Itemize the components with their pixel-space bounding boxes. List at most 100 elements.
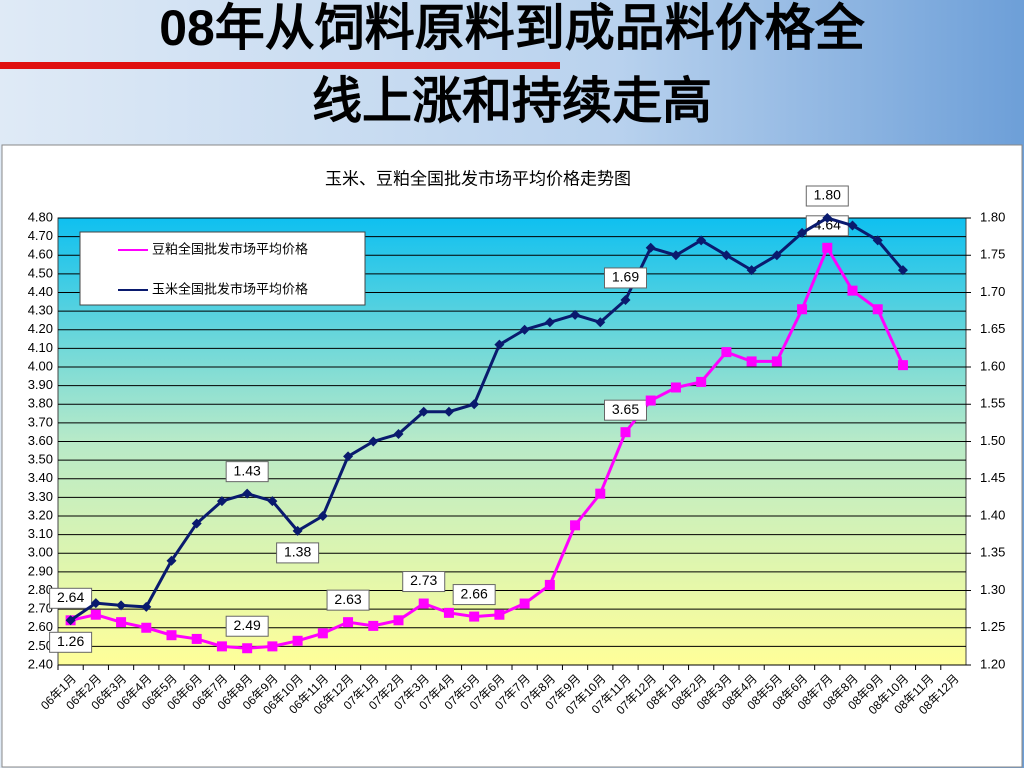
y-tick-label: 3.40 <box>28 470 53 485</box>
y-tick-label: 2.40 <box>28 656 53 671</box>
marker <box>897 265 908 276</box>
y-tick-label: 3.80 <box>28 396 53 411</box>
value-label-box <box>452 584 496 606</box>
y2-tick-label: 1.80 <box>980 209 1005 224</box>
value-label-box <box>402 571 446 593</box>
y-tick-label: 4.60 <box>28 247 53 262</box>
marker <box>242 643 253 654</box>
value-label-box <box>276 542 320 564</box>
marker <box>191 633 202 644</box>
legend-box <box>79 231 366 306</box>
marker <box>847 285 858 296</box>
y-tick-label: 4.80 <box>28 209 53 224</box>
marker <box>822 213 833 223</box>
value-label-box <box>225 461 269 483</box>
value-label-box <box>225 615 269 637</box>
marker <box>292 635 303 646</box>
y-tick-label: 3.70 <box>28 414 53 429</box>
marker <box>469 611 480 622</box>
y2-tick-label: 1.30 <box>980 582 1005 597</box>
marker <box>191 518 202 529</box>
marker <box>645 242 656 253</box>
legend-label: 玉米全国批发市场平均价格 <box>152 281 308 296</box>
y2-tick-label: 1.55 <box>980 396 1005 411</box>
marker <box>418 406 429 417</box>
marker <box>595 317 606 328</box>
slide-title: 线上涨和持续走高 <box>312 73 712 129</box>
value-label: 1.69 <box>612 269 639 285</box>
marker <box>494 609 505 620</box>
y-tick-label: 3.50 <box>28 452 53 467</box>
marker <box>570 309 581 320</box>
y2-tick-label: 1.20 <box>980 656 1005 671</box>
marker <box>771 250 782 261</box>
marker <box>721 250 732 261</box>
value-label-box <box>604 399 647 421</box>
marker <box>746 265 757 276</box>
y-tick-label: 4.40 <box>28 284 53 299</box>
value-label-box <box>805 185 849 207</box>
marker <box>216 641 227 652</box>
marker <box>418 598 429 609</box>
marker <box>267 496 278 507</box>
value-label: 1.43 <box>234 462 261 478</box>
marker <box>368 436 379 447</box>
y2-tick-label: 1.35 <box>980 545 1005 560</box>
marker <box>670 382 681 393</box>
marker <box>267 641 278 652</box>
marker <box>141 622 152 633</box>
y-tick-label: 2.50 <box>28 638 53 653</box>
marker <box>872 235 883 246</box>
marker <box>797 304 808 315</box>
value-label: 1.38 <box>284 544 311 560</box>
legend-label: 豆粕全国批发市场平均价格 <box>152 241 308 256</box>
y2-tick-label: 1.40 <box>980 507 1005 522</box>
marker <box>620 294 631 305</box>
marker <box>696 376 707 387</box>
marker <box>570 520 581 531</box>
y2-tick-label: 1.75 <box>980 247 1005 262</box>
marker <box>393 615 404 626</box>
marker <box>216 496 227 507</box>
y-tick-label: 3.20 <box>28 507 53 522</box>
value-label: 2.64 <box>57 589 84 605</box>
marker <box>645 395 656 406</box>
marker <box>141 601 152 612</box>
red-rule <box>0 62 560 69</box>
slide-title: 08年从饲料原料到成品料价格全 <box>159 0 866 56</box>
y-tick-label: 4.30 <box>28 303 53 318</box>
marker <box>317 628 328 639</box>
marker <box>519 324 530 335</box>
marker <box>847 220 858 231</box>
value-label: 2.66 <box>461 585 488 601</box>
value-label-box <box>49 631 93 653</box>
marker <box>494 339 505 350</box>
value-label-box <box>604 267 647 289</box>
marker <box>544 317 555 328</box>
y2-tick-label: 1.45 <box>980 470 1005 485</box>
marker <box>696 235 707 246</box>
marker <box>65 615 76 626</box>
marker <box>90 598 101 609</box>
marker <box>620 427 631 438</box>
marker <box>317 511 328 521</box>
y-tick-label: 4.00 <box>28 358 53 373</box>
marker <box>670 250 681 261</box>
marker <box>721 347 732 358</box>
y2-tick-label: 1.25 <box>980 619 1005 634</box>
marker <box>544 579 555 590</box>
marker <box>443 406 454 417</box>
marker <box>746 356 757 367</box>
y2-tick-label: 1.60 <box>980 358 1005 373</box>
y-tick-label: 3.60 <box>28 433 53 448</box>
marker <box>343 451 354 462</box>
value-label: 2.49 <box>234 617 261 633</box>
marker <box>242 488 253 499</box>
marker <box>90 609 101 620</box>
y-tick-label: 2.60 <box>28 619 53 634</box>
y2-tick-label: 1.50 <box>980 433 1005 448</box>
marker <box>368 620 379 631</box>
marker <box>519 598 530 609</box>
